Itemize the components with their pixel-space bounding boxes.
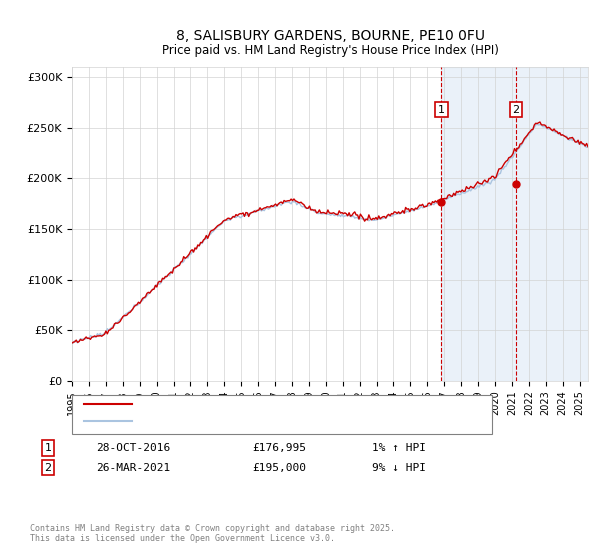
Text: 1: 1 xyxy=(438,105,445,115)
Text: 8, SALISBURY GARDENS, BOURNE, PE10 0FU (semi-detached house): 8, SALISBURY GARDENS, BOURNE, PE10 0FU (… xyxy=(138,399,493,409)
Text: HPI: Average price, semi-detached house, South Kesteven: HPI: Average price, semi-detached house,… xyxy=(138,416,441,426)
Text: 1: 1 xyxy=(44,443,52,453)
Text: 9% ↓ HPI: 9% ↓ HPI xyxy=(372,463,426,473)
Text: £195,000: £195,000 xyxy=(252,463,306,473)
Text: 28-OCT-2016: 28-OCT-2016 xyxy=(96,443,170,453)
Text: Contains HM Land Registry data © Crown copyright and database right 2025.
This d: Contains HM Land Registry data © Crown c… xyxy=(30,524,395,543)
Text: 8, SALISBURY GARDENS, BOURNE, PE10 0FU: 8, SALISBURY GARDENS, BOURNE, PE10 0FU xyxy=(176,29,485,44)
Text: 2: 2 xyxy=(44,463,52,473)
Text: Price paid vs. HM Land Registry's House Price Index (HPI): Price paid vs. HM Land Registry's House … xyxy=(161,44,499,57)
Text: £176,995: £176,995 xyxy=(252,443,306,453)
Text: 1% ↑ HPI: 1% ↑ HPI xyxy=(372,443,426,453)
Bar xyxy=(442,67,588,381)
Text: 26-MAR-2021: 26-MAR-2021 xyxy=(96,463,170,473)
Text: 2: 2 xyxy=(512,105,520,115)
